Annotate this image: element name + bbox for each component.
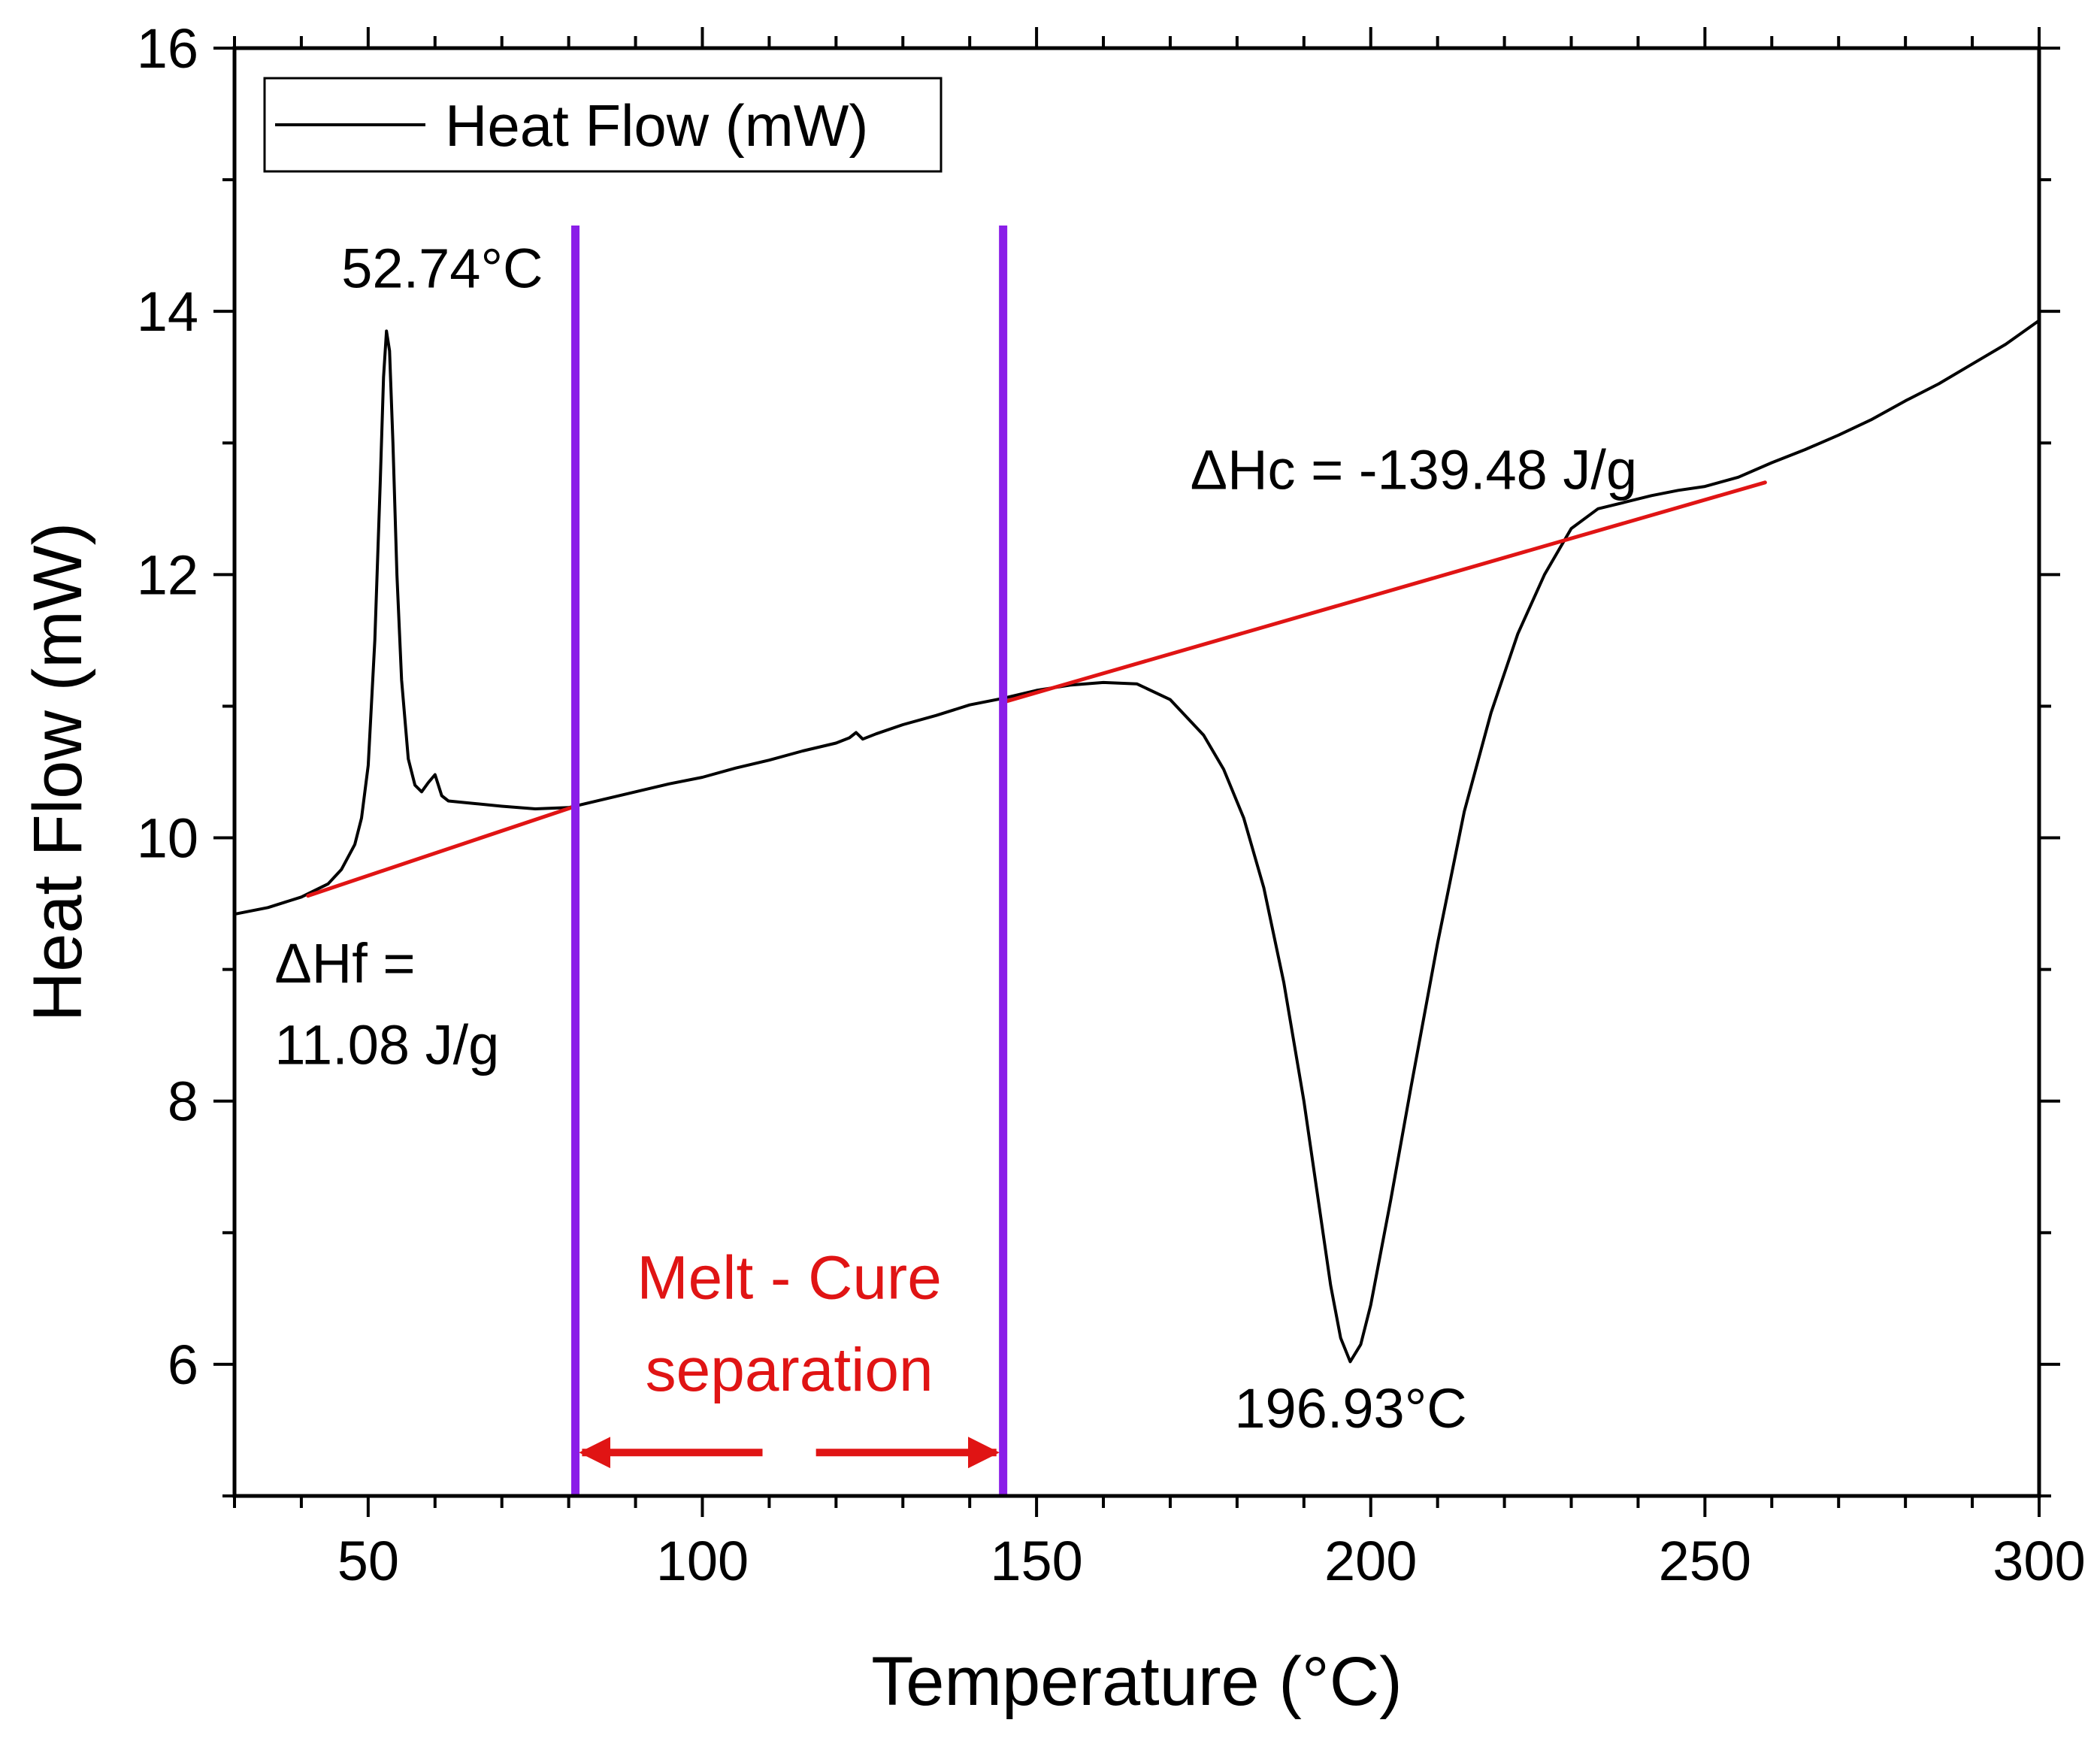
x-tick-label: 250	[1659, 1530, 1751, 1592]
chart-marks	[233, 226, 2041, 1496]
chart-annotations: 52.74°C ΔHf = 11.08 J/g ΔHc = -139.48 J/g 19…	[274, 238, 1637, 1440]
annotation-peak1: 52.74°C	[341, 238, 543, 300]
y-tick-label: 12	[137, 543, 198, 606]
y-tick-label: 16	[137, 17, 198, 80]
x-tick-label: 200	[1324, 1530, 1417, 1592]
annotation-sep1: Melt - Cure	[637, 1243, 942, 1312]
y-tick-label: 8	[168, 1070, 198, 1133]
y-axis-label: Heat Flow (mW)	[20, 522, 96, 1022]
baseline-line-2	[1001, 480, 1767, 704]
x-axis-label: Temperature (°C)	[871, 1643, 1403, 1720]
y-tick-label: 10	[137, 807, 198, 870]
x-tick-label: 50	[337, 1530, 399, 1592]
annotation-dhf1: ΔHf =	[274, 932, 415, 995]
x-tick-label: 150	[990, 1530, 1082, 1592]
chart-legend: Heat Flow (mW)	[263, 77, 943, 173]
y-tick-label: 14	[137, 280, 198, 343]
annotation-dhc: ΔHc = -139.48 J/g	[1191, 439, 1637, 501]
legend-entry-label: Heat Flow (mW)	[445, 92, 868, 159]
series-heat-flow-line	[233, 319, 2041, 1364]
annotation-peak2: 196.93°C	[1234, 1377, 1466, 1440]
chart-axes: 50 100 150 200 250 300 6 8 10 12 14 16 Temperature (…	[20, 17, 2086, 1720]
plot-frame	[232, 46, 2041, 1498]
x-tick-label: 100	[656, 1530, 749, 1592]
y-tick-label: 6	[168, 1334, 198, 1396]
x-tick-label: 300	[1993, 1530, 2085, 1592]
annotation-dhf2: 11.08 J/g	[274, 1014, 499, 1076]
baseline-line-1	[306, 804, 577, 898]
annotation-sep2: separation	[646, 1336, 934, 1404]
